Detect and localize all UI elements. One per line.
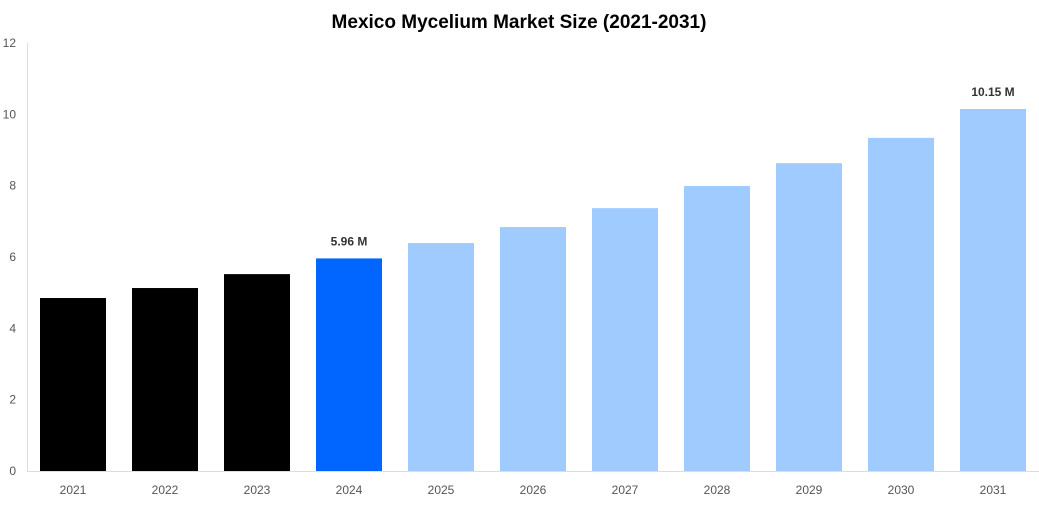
x-tick-label: 2030 (888, 483, 915, 497)
x-tick-label: 2023 (244, 483, 271, 497)
bar-2029 (776, 163, 842, 472)
bar-2025 (408, 243, 474, 471)
bar-2027 (592, 208, 658, 472)
x-tick-label: 2024 (336, 483, 363, 497)
y-tick-label: 0 (9, 464, 16, 478)
bar-2021 (40, 298, 106, 471)
data-label: 5.96 M (331, 234, 368, 248)
x-tick-label: 2029 (796, 483, 823, 497)
y-tick-label: 8 (9, 179, 16, 193)
y-tick-label: 2 (9, 393, 16, 407)
x-tick-label: 2028 (704, 483, 731, 497)
x-tick-label: 2022 (152, 483, 179, 497)
y-tick-label: 6 (9, 250, 16, 264)
bar-2030 (868, 137, 934, 471)
bar-2026 (500, 227, 566, 471)
data-label: 10.15 M (971, 85, 1014, 99)
y-tick-label: 12 (3, 36, 17, 50)
x-tick-label: 2027 (612, 483, 639, 497)
x-tick-label: 2025 (428, 483, 455, 497)
x-tick-label: 2031 (980, 483, 1007, 497)
bar-2031 (960, 108, 1026, 471)
y-tick-label: 4 (9, 321, 16, 335)
bar-2023 (224, 274, 290, 471)
y-tick-label: 10 (3, 107, 17, 121)
chart-title: Mexico Mycelium Market Size (2021-2031) (332, 12, 707, 33)
bar-2022 (132, 288, 198, 471)
x-tick-label: 2021 (60, 483, 87, 497)
bar-2024 (316, 258, 382, 471)
bar-2028 (684, 186, 750, 472)
x-tick-label: 2026 (520, 483, 547, 497)
